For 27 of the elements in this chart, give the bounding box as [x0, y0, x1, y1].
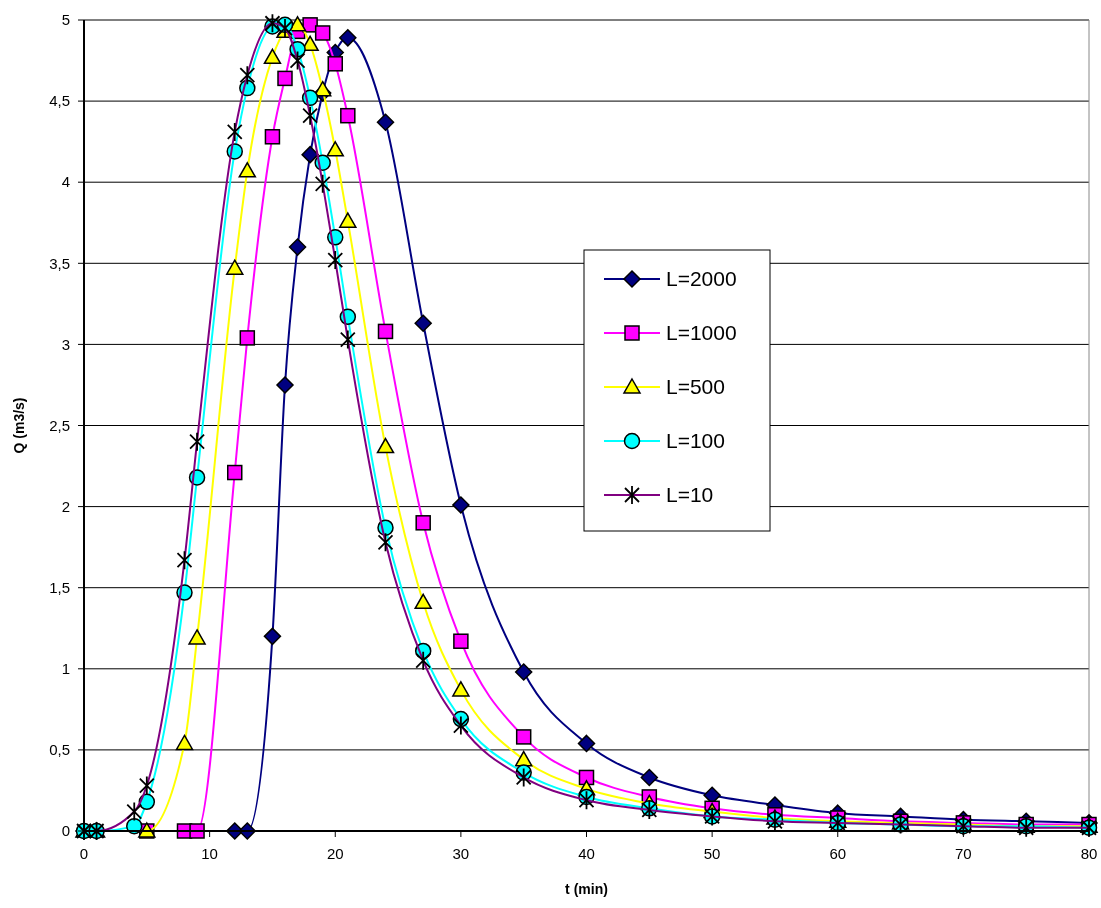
y-tick-label: 0,5: [49, 741, 70, 759]
x-tick-label: 20: [326, 845, 344, 862]
x-tick-label: 40: [578, 845, 595, 862]
x-tick-label: 0: [79, 845, 89, 862]
x-tick-label: 10: [201, 845, 218, 862]
y-axis-title: Q (m3/s): [11, 397, 27, 454]
y-tick-label: 4,5: [49, 92, 70, 110]
y-tick-label: 1,5: [49, 578, 70, 596]
y-tick-label: 4: [61, 173, 70, 191]
x-axis-title: t (min): [565, 881, 608, 897]
y-tick-label: 5: [61, 11, 70, 29]
y-tick-label: 3: [61, 335, 70, 353]
legend-label: L=10: [666, 483, 714, 507]
x-tick-label: 50: [703, 845, 721, 862]
y-tick-label: 2: [61, 497, 70, 515]
x-tick-label: 30: [452, 845, 470, 862]
legend-label: L=500: [666, 375, 725, 399]
y-tick-label: 2,5: [49, 416, 70, 434]
legend-label: L=100: [666, 429, 725, 453]
legend-label: L=1000: [666, 321, 737, 345]
y-tick-label: 1: [61, 660, 70, 678]
x-tick-label: 60: [829, 845, 847, 862]
x-tick-label: 70: [955, 845, 972, 862]
x-tick-label: 80: [1080, 845, 1098, 862]
y-tick-label: 0: [61, 822, 70, 840]
y-tick-label: 3,5: [49, 254, 70, 272]
legend-label: L=2000: [666, 267, 737, 291]
